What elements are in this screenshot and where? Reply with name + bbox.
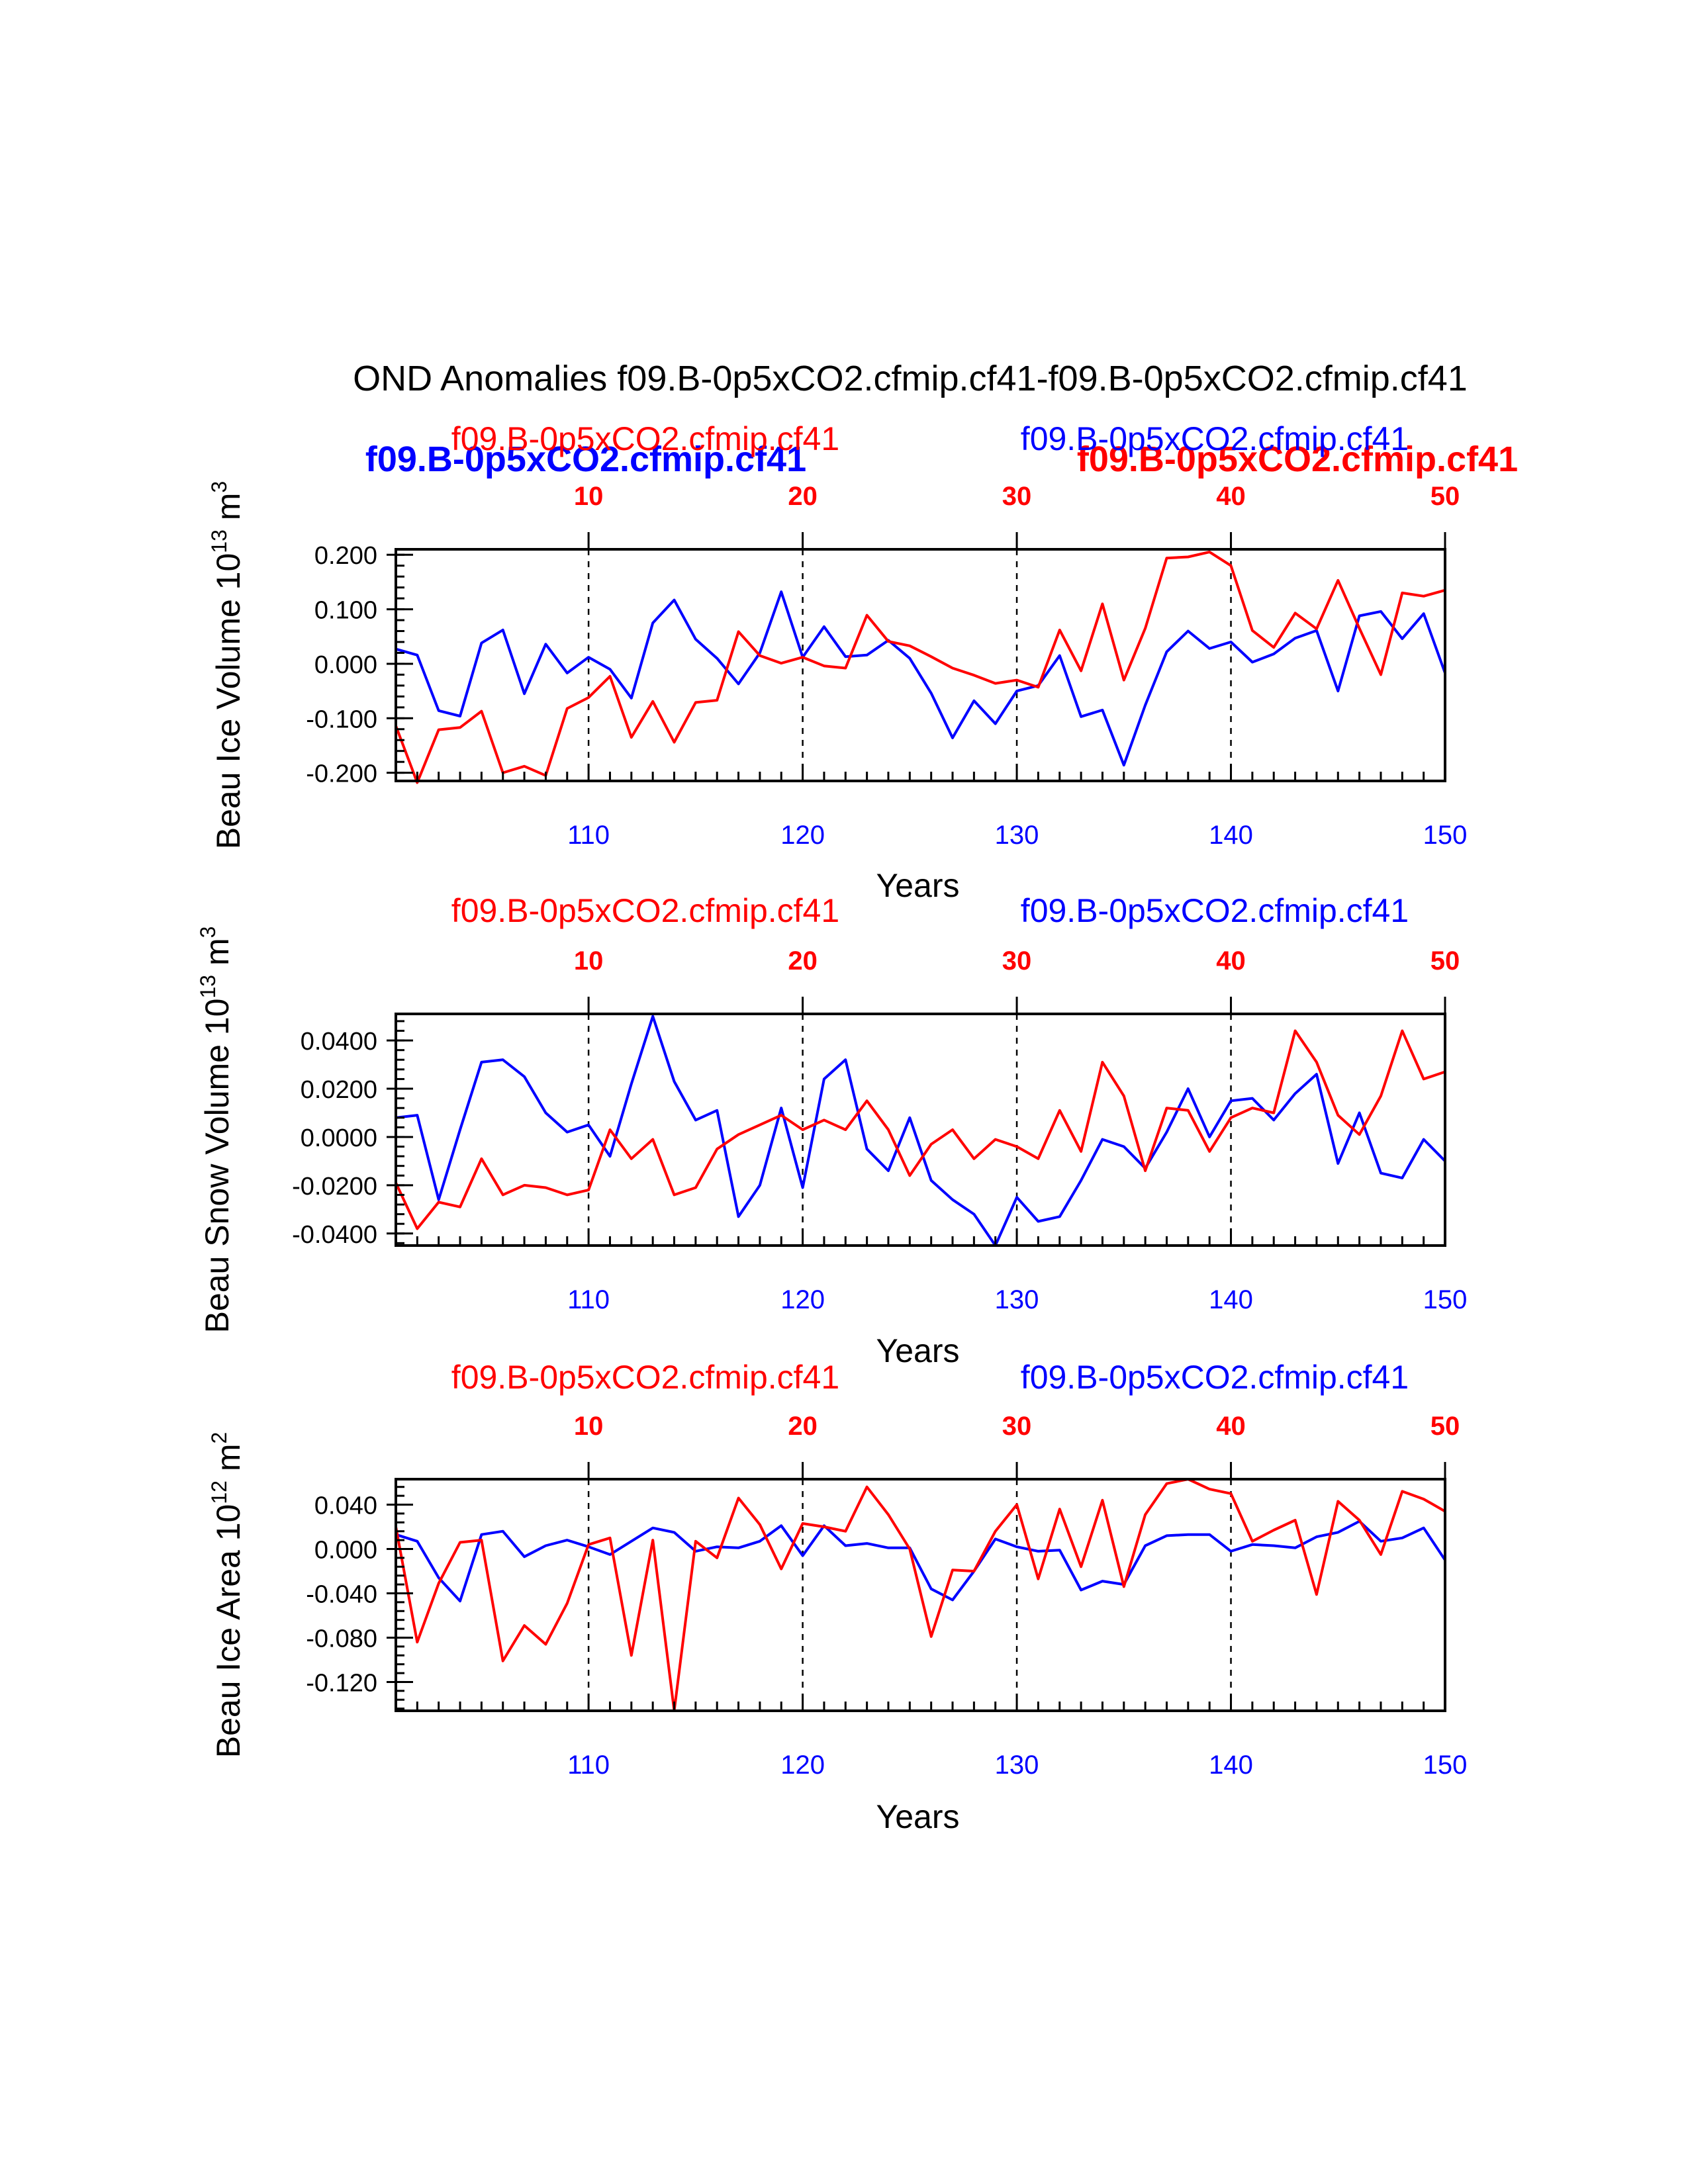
y-tick-label: 0.0000	[301, 1124, 377, 1152]
blue-series-line	[395, 1520, 1446, 1603]
top-left-series-label: f09.B-0p5xCO2.cfmip.cf41	[451, 892, 839, 929]
top-x-tick-label: 10	[574, 1412, 604, 1441]
blue-series-line	[395, 590, 1446, 767]
red-series-line	[395, 551, 1446, 784]
x-tick-label: 110	[567, 1285, 610, 1314]
y-tick-label: 0.000	[314, 1537, 377, 1565]
top-right-series-label: f09.B-0p5xCO2.cfmip.cf41	[1021, 420, 1409, 457]
y-tick-label: 0.040	[314, 1492, 377, 1520]
top-x-tick-label: 30	[1002, 482, 1032, 511]
top-x-tick-label: 20	[788, 946, 818, 976]
x-tick-label: 130	[995, 821, 1039, 850]
plot-frame	[395, 548, 1446, 782]
y-tick-label: -0.0400	[292, 1221, 377, 1249]
x-tick-label: 110	[567, 821, 610, 850]
top-x-tick-label: 50	[1430, 482, 1460, 511]
top-right-series-label: f09.B-0p5xCO2.cfmip.cf41	[1021, 892, 1409, 929]
y-tick-label: 0.100	[314, 597, 377, 625]
legend-bold-left: f09.B-0p5xCO2.cfmip.cf41	[365, 439, 806, 479]
x-axis-label: Years	[876, 1332, 959, 1369]
x-tick-label: 130	[995, 1285, 1039, 1314]
x-tick-label: 150	[1423, 821, 1468, 850]
top-x-tick-label: 40	[1216, 482, 1246, 511]
chart-panel-2: 110 120 130 140 150 10 20 30 40 50 -0.0400 -0.0200 0…	[196, 892, 1467, 1369]
y-axis-label: Beau Ice Volume 1013 m3	[207, 481, 247, 849]
panels: 110 120 130 140 150 10 20 30 40 50 -0.200 -0.100 0.0…	[196, 420, 1467, 1835]
y-tick-label: -0.200	[306, 760, 377, 788]
red-series-line	[395, 1478, 1446, 1712]
chart-panel-3: 110 120 130 140 150 10 20 30 40 50 -0.120 -0.080 -0.…	[207, 1359, 1467, 1835]
top-x-tick-label: 30	[1002, 1412, 1032, 1441]
x-tick-label: 150	[1423, 1751, 1468, 1780]
x-axis-label: Years	[876, 1798, 959, 1835]
x-tick-label: 110	[567, 1751, 610, 1780]
red-series-line	[395, 1029, 1446, 1230]
legend-bold-right: f09.B-0p5xCO2.cfmip.cf41	[1077, 439, 1518, 479]
figure-title: OND Anomalies f09.B-0p5xCO2.cfmip.cf41-f…	[353, 359, 1468, 398]
top-right-series-label: f09.B-0p5xCO2.cfmip.cf41	[1021, 1359, 1409, 1396]
y-tick-label: 0.000	[314, 651, 377, 679]
blue-series-line	[395, 1015, 1446, 1247]
y-axis-label: Beau Ice Area 1012 m2	[207, 1432, 247, 1758]
y-tick-label: -0.080	[306, 1625, 377, 1653]
x-tick-label: 140	[1209, 821, 1253, 850]
y-tick-label: 0.0200	[301, 1076, 377, 1104]
x-tick-label: 140	[1209, 1285, 1253, 1314]
y-tick-label: -0.120	[306, 1669, 377, 1697]
x-tick-label: 120	[780, 1285, 825, 1314]
y-tick-label: 0.200	[314, 542, 377, 570]
plot-frame	[395, 1013, 1446, 1247]
top-x-tick-label: 50	[1430, 1412, 1460, 1441]
top-left-series-label: f09.B-0p5xCO2.cfmip.cf41	[451, 420, 839, 457]
chart-panel-1: 110 120 130 140 150 10 20 30 40 50 -0.200 -0.100 0.0…	[207, 420, 1467, 904]
top-x-tick-label: 30	[1002, 946, 1032, 976]
x-tick-label: 140	[1209, 1751, 1253, 1780]
top-x-tick-label: 50	[1430, 946, 1460, 976]
x-tick-label: 150	[1423, 1285, 1468, 1314]
top-x-tick-label: 10	[574, 946, 604, 976]
x-tick-label: 130	[995, 1751, 1039, 1780]
y-tick-label: -0.100	[306, 705, 377, 733]
y-tick-label: -0.040	[306, 1580, 377, 1608]
x-tick-label: 120	[780, 821, 825, 850]
top-x-tick-label: 20	[788, 482, 818, 511]
top-left-series-label: f09.B-0p5xCO2.cfmip.cf41	[451, 1359, 839, 1396]
plot-frame	[395, 1478, 1446, 1712]
y-tick-label: 0.0400	[301, 1028, 377, 1056]
y-tick-label: -0.0200	[292, 1173, 377, 1201]
top-x-tick-label: 40	[1216, 946, 1246, 976]
top-x-tick-label: 10	[574, 482, 604, 511]
x-tick-label: 120	[780, 1751, 825, 1780]
top-x-tick-label: 40	[1216, 1412, 1246, 1441]
y-axis-label: Beau Snow Volume 1013 m3	[196, 927, 236, 1334]
top-x-tick-label: 20	[788, 1412, 818, 1441]
x-axis-label: Years	[876, 867, 959, 904]
